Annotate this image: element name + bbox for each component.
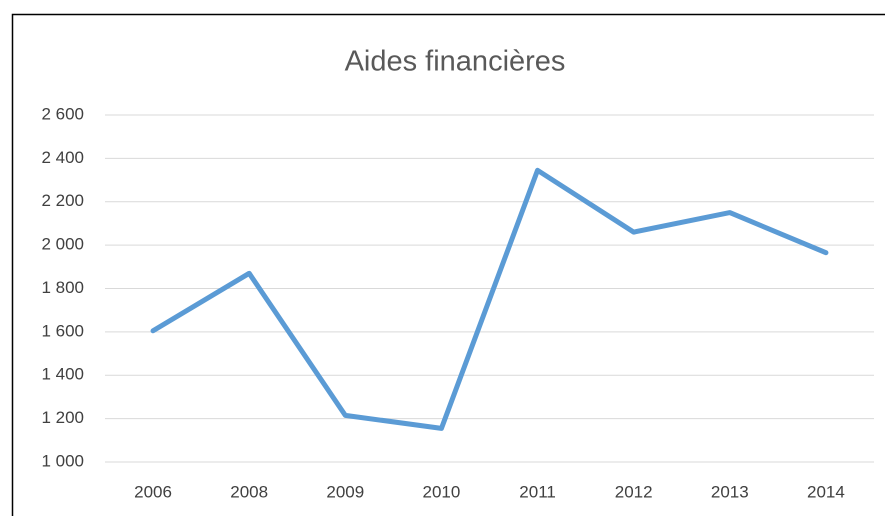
y-tick-label: 1 600	[41, 321, 84, 340]
line-series	[150, 167, 829, 431]
x-tick-label: 2011	[519, 482, 556, 501]
y-tick-label: 2 600	[41, 104, 84, 123]
x-tick-label: 2009	[326, 482, 364, 501]
y-tick-label: 1 200	[41, 408, 84, 427]
y-tick-label: 2 200	[41, 191, 84, 210]
y-tick-label: 2 400	[41, 148, 84, 167]
x-tick-label: 2014	[807, 482, 845, 501]
y-tick-label: 1 000	[41, 451, 84, 470]
x-tick-label: 2008	[230, 482, 268, 501]
x-tick-label: 2006	[134, 482, 172, 501]
y-tick-label: 1 800	[41, 278, 84, 297]
y-tick-label: 1 400	[41, 365, 84, 384]
chart-title: Aides financières	[345, 46, 566, 78]
x-tick-label: 2010	[423, 482, 461, 501]
chart-frame	[11, 13, 885, 516]
x-tick-label: 2012	[615, 482, 653, 501]
y-tick-label: 2 000	[41, 235, 84, 254]
x-tick-label: 2013	[711, 482, 749, 501]
